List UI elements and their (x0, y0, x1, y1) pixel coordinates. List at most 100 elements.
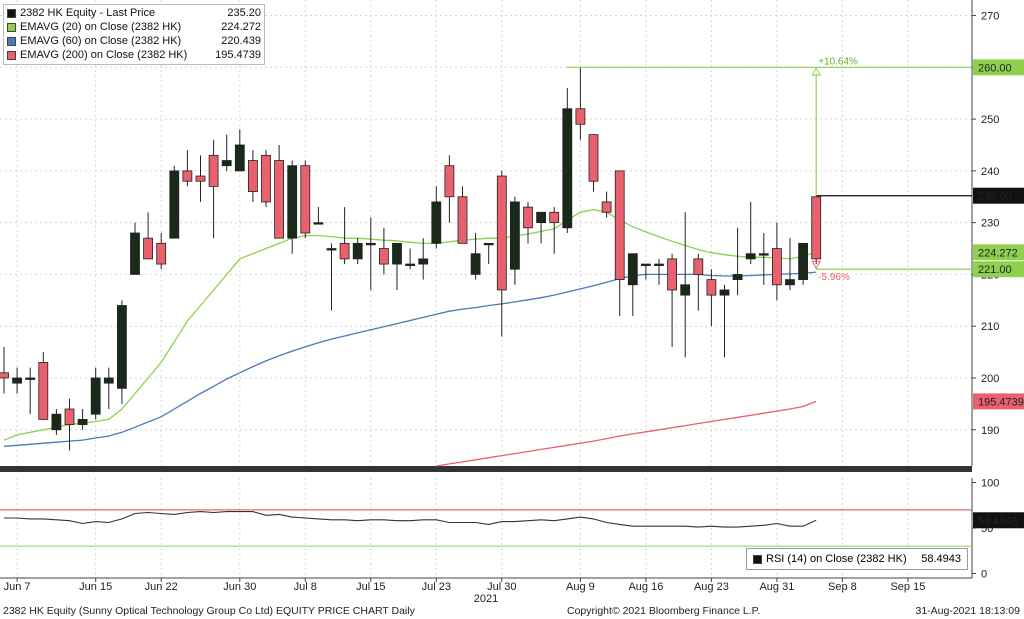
ema-line (3, 209, 817, 441)
y-tick-label: 230 (981, 218, 999, 230)
candle-body (12, 377, 23, 384)
price-legend: 2382 HK Equity - Last Price 235.20 EMAVG… (3, 4, 265, 65)
tag-target-low-bg (973, 261, 1024, 278)
candle-body (627, 253, 638, 286)
candle-body (536, 211, 546, 224)
candle-body (588, 134, 599, 182)
candle-body (680, 284, 691, 296)
candle-body (156, 242, 167, 265)
candle-body (261, 154, 271, 203)
candle-body (811, 196, 822, 260)
legend-swatch (753, 554, 762, 564)
y-tick-label: 200 (981, 373, 999, 385)
legend-swatch (7, 50, 16, 60)
footer-copyright: Copyright© 2021 Bloomberg Finance L.P. (567, 605, 761, 617)
candle-body (38, 362, 49, 420)
candle-body (549, 211, 560, 224)
candle-body (352, 242, 363, 260)
tag-ema200: 195.4739 (978, 396, 1024, 408)
down-pct-label: -5.96% (818, 272, 850, 283)
candle-body (195, 175, 206, 182)
x-tick-label: Jul 8 (294, 581, 317, 593)
candle-body (614, 170, 625, 280)
candle-body (496, 175, 507, 291)
tag-target-low: 221.00 (978, 264, 1012, 276)
candle-body (641, 263, 651, 266)
candle-body (562, 108, 573, 229)
legend-swatch (7, 36, 16, 46)
up-pct-label: +10.64% (818, 56, 858, 67)
candle-body (339, 242, 350, 260)
candle-body (365, 242, 376, 246)
candle-body (732, 274, 743, 280)
y-tick-label: 190 (981, 425, 999, 437)
x-tick-label: Jun 15 (79, 581, 112, 593)
legend-row-ema20: EMAVG (20) on Close (2382 HK) 224.272 (7, 20, 261, 34)
candle-body (392, 242, 402, 265)
candle-body (25, 377, 36, 380)
candle-body (0, 372, 9, 379)
x-tick-label: Aug 16 (628, 581, 663, 593)
candle-body (51, 413, 62, 431)
y-tick-label: 270 (981, 11, 999, 23)
rsi-line (4, 511, 817, 528)
candle-body (758, 253, 769, 256)
x-tick-label: Aug 31 (759, 581, 794, 593)
panel-separator (0, 466, 972, 472)
candle-body (64, 408, 75, 425)
tag-last-price-bg (973, 187, 1024, 204)
x-tick-label: Jun 22 (145, 581, 178, 593)
rsi-legend: RSI (14) on Close (2382 HK) 58.4943 (746, 548, 968, 570)
candle-body (431, 201, 442, 244)
footer-timestamp: 31-Aug-2021 18:13:09 (915, 605, 1020, 617)
y-tick-label: 240 (981, 166, 999, 178)
tag-ema200-bg (973, 393, 1024, 410)
x-tick-label: Jul 15 (356, 581, 385, 593)
legend-row-ema200: EMAVG (200) on Close (2382 HK) 195.4739 (7, 48, 261, 62)
ema-line (436, 400, 817, 467)
candle-body (575, 108, 586, 125)
legend-swatch (7, 22, 16, 32)
candle-body (208, 154, 219, 187)
candle-body (444, 165, 455, 198)
candle-body (234, 144, 245, 172)
candle-body (274, 160, 285, 239)
footer-bar: 2382 HK Equity (Sunny Optical Technology… (0, 603, 1024, 619)
candle-body (667, 258, 677, 291)
candle-body (90, 377, 101, 415)
y-tick-label: 210 (981, 321, 999, 333)
x-tick-label: Jun 30 (223, 581, 256, 593)
candle-body (785, 279, 795, 286)
tag-last-price: 235.00 (978, 191, 1012, 203)
candle-body (457, 196, 468, 244)
candle-body (313, 222, 324, 225)
tag-target-high-bg (973, 59, 1024, 76)
tag-ema20-bg (973, 244, 1024, 261)
candle-body (654, 263, 664, 266)
candle-body (287, 165, 298, 239)
legend-row-last-price: 2382 HK Equity - Last Price 235.20 (7, 6, 261, 20)
x-tick-label: Aug 9 (566, 581, 595, 593)
candle-body (418, 258, 429, 265)
candle-body (77, 418, 88, 425)
candle-body (509, 201, 520, 270)
candle-body (523, 206, 533, 229)
candle-body (300, 165, 311, 234)
x-tick-label: Sep 15 (890, 581, 925, 593)
tag-rsi: 58.4943 (978, 515, 1018, 527)
tag-target-high: 260.00 (978, 62, 1012, 74)
legend-swatch (7, 8, 16, 18)
candle-body (601, 201, 612, 213)
candle-body (182, 170, 193, 182)
x-tick-label: Jun 7 (4, 581, 31, 593)
x-tick-label: Sep 8 (828, 581, 857, 593)
candle-body (405, 263, 416, 266)
x-tick-label: Aug 23 (694, 581, 729, 593)
x-year-label: 2021 (474, 593, 498, 603)
candle-body (169, 170, 180, 239)
candle-body (706, 279, 717, 296)
up-arrow-head (811, 67, 822, 76)
footer-title: 2382 HK Equity (Sunny Optical Technology… (3, 605, 415, 617)
rsi-y-tick-label: 0 (981, 568, 987, 580)
tag-rsi-bg (973, 512, 1024, 529)
